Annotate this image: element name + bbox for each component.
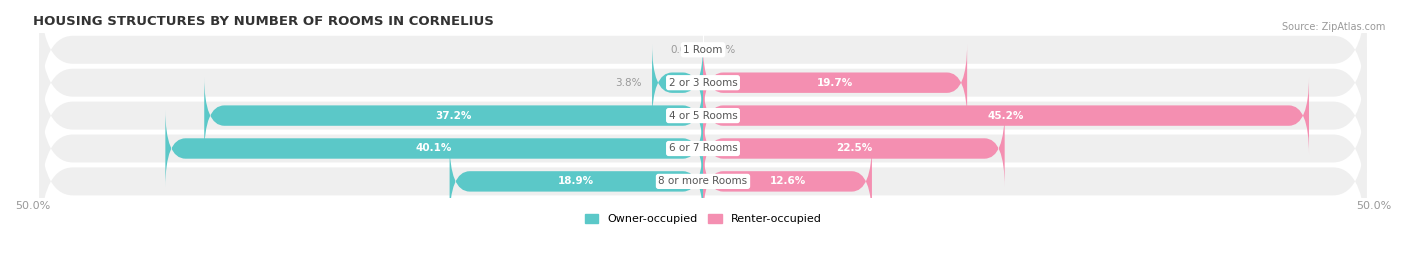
Text: 45.2%: 45.2%: [988, 111, 1024, 121]
FancyBboxPatch shape: [39, 113, 1367, 250]
FancyBboxPatch shape: [39, 15, 1367, 151]
Text: 2 or 3 Rooms: 2 or 3 Rooms: [669, 78, 737, 88]
Text: 22.5%: 22.5%: [835, 143, 872, 154]
FancyBboxPatch shape: [703, 44, 967, 122]
FancyBboxPatch shape: [39, 47, 1367, 184]
FancyBboxPatch shape: [204, 76, 703, 155]
FancyBboxPatch shape: [39, 80, 1367, 217]
Text: 18.9%: 18.9%: [558, 176, 595, 186]
Text: 0.0%: 0.0%: [671, 45, 696, 55]
FancyBboxPatch shape: [652, 44, 703, 122]
Text: 8 or more Rooms: 8 or more Rooms: [658, 176, 748, 186]
FancyBboxPatch shape: [703, 109, 1005, 188]
FancyBboxPatch shape: [166, 109, 703, 188]
Text: 3.8%: 3.8%: [614, 78, 641, 88]
Text: 0.0%: 0.0%: [710, 45, 735, 55]
Text: 1 Room: 1 Room: [683, 45, 723, 55]
Text: HOUSING STRUCTURES BY NUMBER OF ROOMS IN CORNELIUS: HOUSING STRUCTURES BY NUMBER OF ROOMS IN…: [32, 15, 494, 28]
Text: 12.6%: 12.6%: [769, 176, 806, 186]
Text: Source: ZipAtlas.com: Source: ZipAtlas.com: [1281, 22, 1385, 31]
FancyBboxPatch shape: [450, 142, 703, 221]
Text: 40.1%: 40.1%: [416, 143, 453, 154]
Legend: Owner-occupied, Renter-occupied: Owner-occupied, Renter-occupied: [581, 209, 825, 228]
Text: 37.2%: 37.2%: [436, 111, 472, 121]
Text: 6 or 7 Rooms: 6 or 7 Rooms: [669, 143, 737, 154]
FancyBboxPatch shape: [39, 0, 1367, 118]
Text: 19.7%: 19.7%: [817, 78, 853, 88]
FancyBboxPatch shape: [703, 76, 1309, 155]
FancyBboxPatch shape: [703, 142, 872, 221]
Text: 4 or 5 Rooms: 4 or 5 Rooms: [669, 111, 737, 121]
